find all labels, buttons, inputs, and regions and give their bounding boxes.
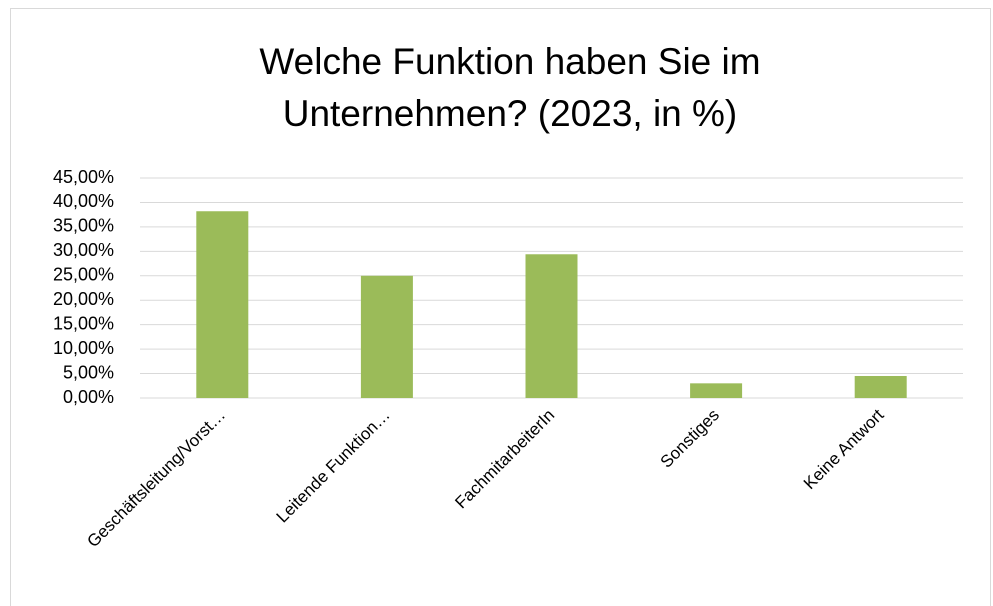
y-tick-label: 15,00% — [53, 313, 114, 333]
chart-frame — [10, 8, 991, 606]
bar — [360, 275, 413, 398]
bar — [854, 376, 907, 398]
y-tick-label: 0,00% — [63, 387, 114, 407]
bar — [525, 254, 578, 398]
y-tick-label: 25,00% — [53, 265, 114, 285]
chart-title: Unternehmen? (2023, in %) — [283, 93, 738, 134]
y-tick-label: 35,00% — [53, 216, 114, 236]
y-tick-label: 20,00% — [53, 289, 114, 309]
y-tick-label: 10,00% — [53, 338, 114, 358]
y-tick-label: 45,00% — [53, 167, 114, 187]
y-tick-label: 5,00% — [63, 362, 114, 382]
y-tick-label: 30,00% — [53, 240, 114, 260]
chart-title: Welche Funktion haben Sie im — [259, 41, 760, 82]
y-tick-label: 40,00% — [53, 191, 114, 211]
bar — [196, 211, 249, 398]
bar — [690, 383, 743, 398]
